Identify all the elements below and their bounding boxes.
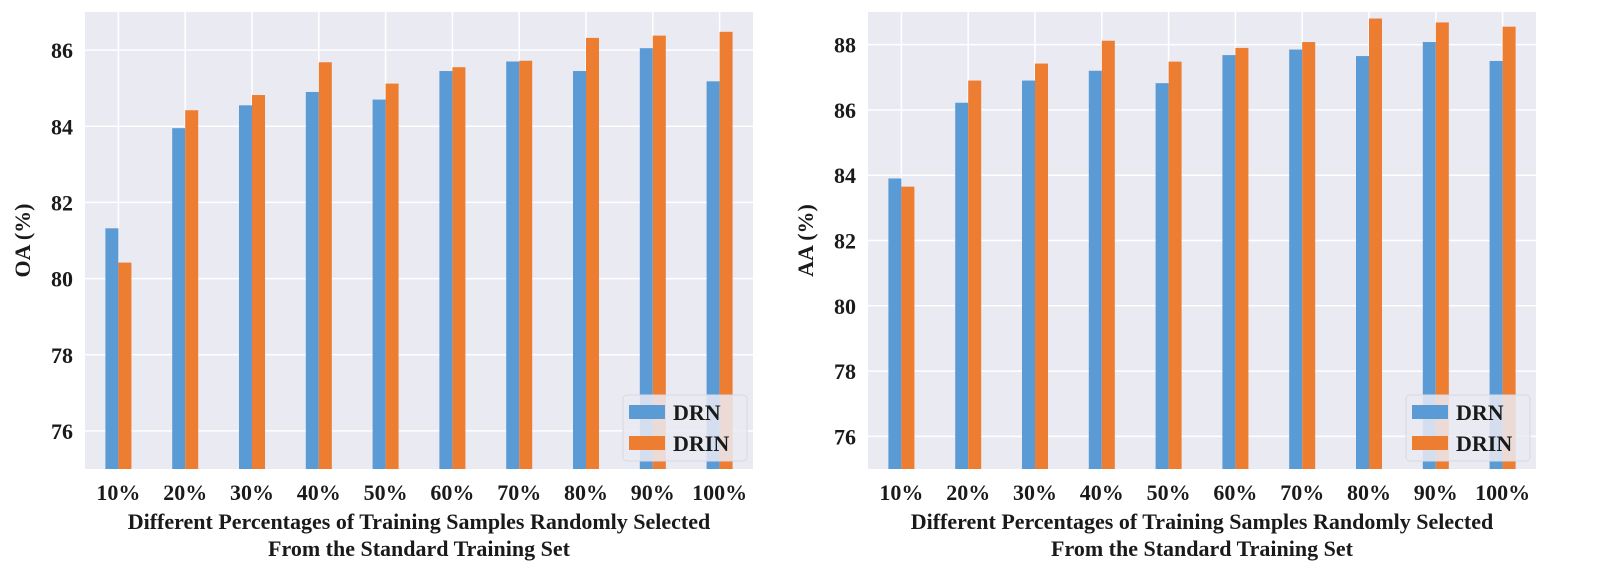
legend-label-drn: DRN bbox=[673, 400, 721, 425]
bar-drin-20pct bbox=[968, 80, 982, 470]
bar-drn-80pct bbox=[573, 71, 586, 469]
x-tick-label: 60% bbox=[430, 480, 474, 505]
legend-label-drin: DRIN bbox=[1456, 431, 1512, 456]
x-tick-label: 50% bbox=[1147, 480, 1191, 505]
y-tick-label: 78 bbox=[834, 359, 856, 384]
y-tick-label: 82 bbox=[51, 190, 73, 215]
bar-drn-40pct bbox=[305, 91, 319, 469]
bar-drn-100pct bbox=[1489, 60, 1503, 469]
x-tick-label: 10% bbox=[879, 480, 923, 505]
bar-drin-80pct bbox=[586, 37, 599, 469]
y-axis-label: OA (%) bbox=[10, 204, 35, 278]
bar-drn-90pct bbox=[1422, 42, 1436, 469]
legend-swatch-drin bbox=[629, 436, 665, 450]
legend-label-drin: DRIN bbox=[673, 431, 729, 456]
bar-drn-20pct bbox=[955, 102, 969, 470]
x-tick-label: 80% bbox=[1347, 480, 1391, 505]
x-tick-label: 90% bbox=[631, 480, 675, 505]
bar-drin-100pct bbox=[1502, 26, 1516, 470]
x-tick-label: 80% bbox=[564, 480, 608, 505]
x-axis-label: From the Standard Training Set bbox=[1051, 536, 1354, 561]
bar-drn-100pct bbox=[706, 81, 720, 469]
x-tick-label: 30% bbox=[1013, 480, 1057, 505]
y-tick-label: 86 bbox=[834, 98, 856, 123]
bar-drn-10pct bbox=[888, 178, 902, 469]
legend-swatch-drn bbox=[629, 405, 665, 419]
bar-drin-70pct bbox=[1302, 42, 1316, 469]
x-axis-label: From the Standard Training Set bbox=[268, 536, 571, 561]
legend: DRN DRIN bbox=[622, 394, 748, 462]
legend-swatch-drin bbox=[1412, 436, 1448, 450]
bar-drin-80pct bbox=[1369, 18, 1382, 470]
bar-drin-10pct bbox=[901, 186, 915, 469]
x-tick-label: 100% bbox=[692, 480, 747, 505]
x-axis-label: Different Percentages of Training Sample… bbox=[128, 509, 711, 534]
y-tick-label: 82 bbox=[834, 229, 856, 254]
x-tick-label: 10% bbox=[96, 480, 140, 505]
y-tick-label: 84 bbox=[834, 163, 856, 188]
legend-swatch-drn bbox=[1412, 405, 1448, 419]
bar-drn-80pct bbox=[1356, 56, 1369, 469]
y-tick-label: 76 bbox=[834, 424, 856, 449]
x-tick-label: 90% bbox=[1414, 480, 1458, 505]
x-tick-label: 60% bbox=[1213, 480, 1257, 505]
x-tick-label: 30% bbox=[230, 480, 274, 505]
bar-drin-20pct bbox=[185, 110, 199, 469]
x-tick-label: 20% bbox=[163, 480, 207, 505]
y-tick-label: 88 bbox=[834, 33, 856, 58]
bar-drin-50pct bbox=[1168, 61, 1182, 470]
chart-aa: 76 78 80 82 84 86 88 10% 20% 30% 40% 50% 60% 70% 80% 90… bbox=[793, 12, 1536, 561]
bar-drn-90pct bbox=[639, 48, 653, 469]
x-tick-label: 20% bbox=[946, 480, 990, 505]
legend-label-drn: DRN bbox=[1456, 400, 1504, 425]
bar-drn-30pct bbox=[1022, 80, 1035, 470]
x-tick-label: 70% bbox=[1280, 480, 1324, 505]
y-tick-label: 80 bbox=[834, 294, 856, 319]
y-tick-label: 78 bbox=[51, 343, 73, 368]
bar-drn-70pct bbox=[506, 61, 520, 470]
bar-drin-30pct bbox=[252, 95, 265, 469]
x-tick-label: 100% bbox=[1475, 480, 1530, 505]
bar-drin-50pct bbox=[385, 83, 399, 469]
y-axis-label: AA (%) bbox=[793, 204, 818, 277]
bar-drin-70pct bbox=[519, 60, 533, 469]
bar-drn-50pct bbox=[372, 99, 386, 469]
bar-drin-60pct bbox=[1235, 47, 1249, 470]
bar-drin-10pct bbox=[118, 262, 132, 469]
y-tick-label: 86 bbox=[51, 38, 73, 63]
y-tick-label: 84 bbox=[51, 114, 73, 139]
bar-drn-70pct bbox=[1289, 49, 1303, 470]
bar-drn-40pct bbox=[1088, 70, 1102, 469]
bar-drn-10pct bbox=[105, 228, 119, 469]
bar-drn-20pct bbox=[172, 128, 186, 469]
x-axis-label: Different Percentages of Training Sample… bbox=[911, 509, 1494, 534]
chart-oa: 76 78 80 82 84 86 10% 20% 30% 40% 50% 60% 70% 80% 90% 1… bbox=[10, 12, 753, 561]
bar-drn-50pct bbox=[1155, 83, 1169, 469]
y-tick-label: 76 bbox=[51, 419, 73, 444]
bar-drn-60pct bbox=[439, 71, 453, 469]
x-tick-label: 70% bbox=[497, 480, 541, 505]
x-tick-label: 50% bbox=[364, 480, 408, 505]
bar-drin-100pct bbox=[719, 31, 733, 469]
bar-drin-60pct bbox=[452, 67, 466, 470]
y-tick-label: 80 bbox=[51, 267, 73, 292]
x-tick-label: 40% bbox=[1080, 480, 1124, 505]
bar-drin-90pct bbox=[652, 35, 666, 470]
bar-drin-30pct bbox=[1035, 63, 1048, 469]
bar-drn-30pct bbox=[239, 105, 252, 469]
bar-drin-40pct bbox=[318, 62, 332, 470]
x-tick-label: 40% bbox=[297, 480, 341, 505]
legend: DRN DRIN bbox=[1405, 394, 1531, 462]
bar-drin-40pct bbox=[1101, 40, 1115, 470]
bar-drin-90pct bbox=[1435, 22, 1449, 470]
bar-drn-60pct bbox=[1222, 55, 1236, 470]
